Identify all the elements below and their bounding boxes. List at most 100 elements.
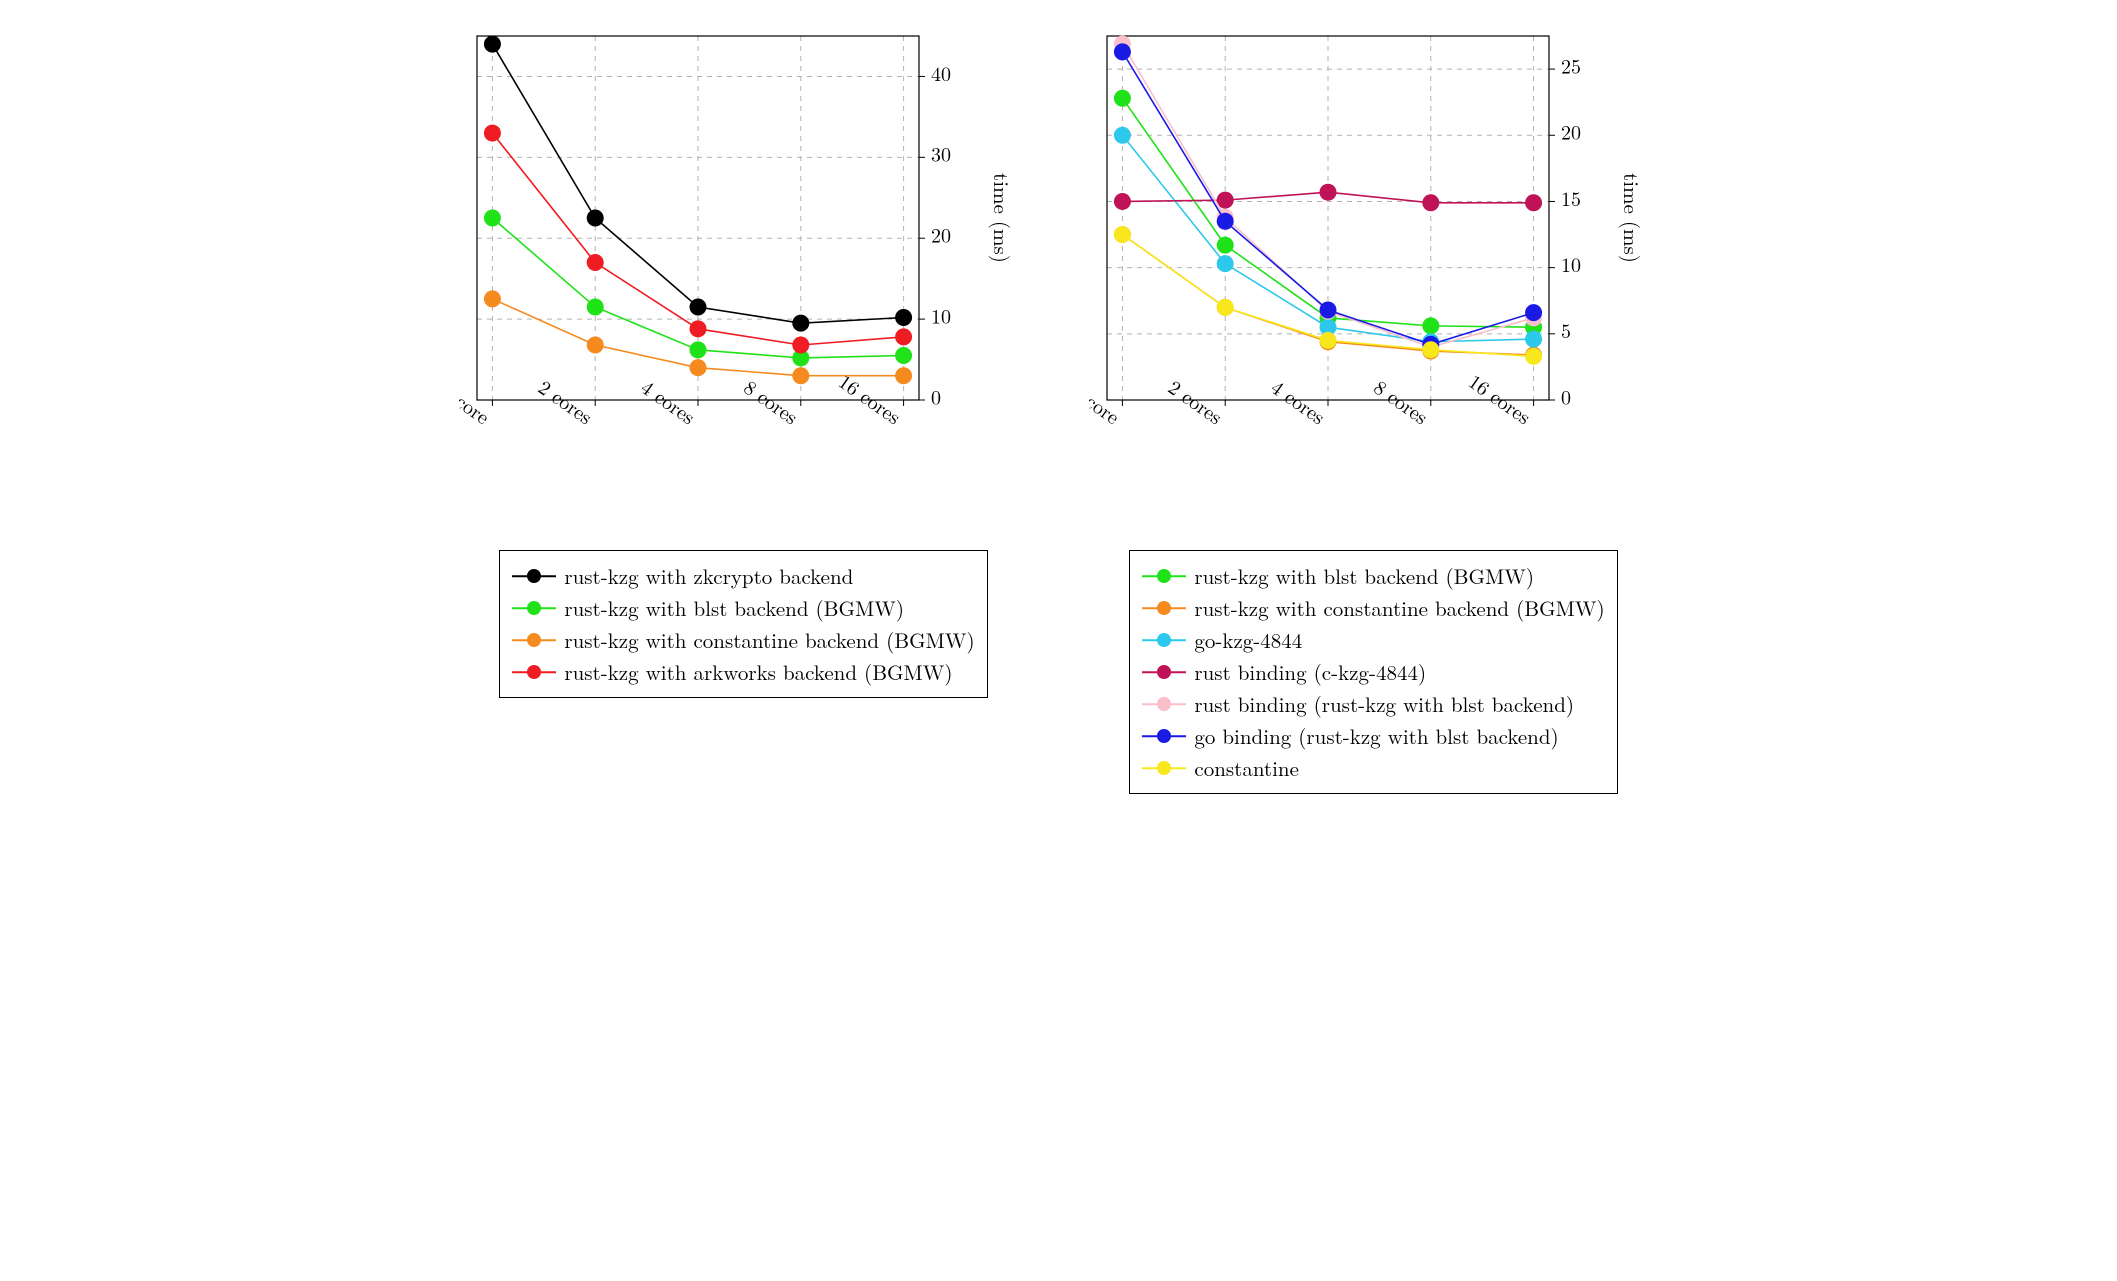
series-marker bbox=[792, 336, 809, 353]
legend-swatch bbox=[1142, 566, 1186, 586]
series-marker bbox=[1525, 194, 1542, 211]
xtick-label: 2 cores bbox=[533, 372, 599, 430]
xtick-label: 4 cores bbox=[636, 372, 702, 430]
ytick-label: 5 bbox=[1561, 315, 1571, 344]
series-marker bbox=[689, 298, 706, 315]
legend-label: rust-kzg with constantine backend (BGMW) bbox=[564, 625, 974, 655]
legend-swatch bbox=[1142, 694, 1186, 714]
legend-item: rust binding (c-kzg-4844) bbox=[1142, 657, 1604, 687]
legend-item: rust binding (rust-kzg with blst backend… bbox=[1142, 689, 1604, 719]
ytick-label: 25 bbox=[1561, 50, 1581, 79]
left-chart: 1 core2 cores4 cores8 cores16 cores01020… bbox=[459, 20, 1029, 490]
legend-swatch bbox=[1142, 662, 1186, 682]
series-marker bbox=[1525, 304, 1542, 321]
series-marker bbox=[1216, 255, 1233, 272]
series-marker bbox=[1216, 213, 1233, 230]
right-panel: 1 core 2 cores 4 cores 8 cores 16 cores 0 5 10 1… bbox=[1089, 20, 1659, 794]
ytick-label: 10 bbox=[1561, 249, 1581, 278]
legend-item: rust-kzg with arkworks backend (BGMW) bbox=[512, 657, 974, 687]
legend-swatch bbox=[1142, 758, 1186, 778]
series-marker bbox=[1113, 43, 1130, 60]
legend-swatch bbox=[512, 566, 556, 586]
series-marker bbox=[1422, 341, 1439, 358]
legend-label: rust-kzg with zkcrypto backend bbox=[564, 561, 853, 591]
series-marker bbox=[586, 210, 603, 227]
legend-label: rust-kzg with blst backend (BGMW) bbox=[1194, 561, 1534, 591]
series-marker bbox=[483, 290, 500, 307]
ytick-label: 0 bbox=[931, 381, 941, 410]
legend-item: rust-kzg with blst backend (BGMW) bbox=[1142, 561, 1604, 591]
legend-swatch bbox=[1142, 630, 1186, 650]
legend-label: rust binding (c-kzg-4844) bbox=[1194, 657, 1426, 687]
ytick-label: 10 bbox=[931, 300, 951, 329]
ytick-label: 0 bbox=[1561, 381, 1571, 410]
left-legend: rust-kzg with zkcrypto backend rust-kzg … bbox=[499, 550, 987, 698]
ylabel: time (ms) bbox=[1617, 173, 1647, 263]
right-chart: 1 core 2 cores 4 cores 8 cores 16 cores 0 5 10 1… bbox=[1089, 20, 1659, 490]
series-marker bbox=[1319, 332, 1336, 349]
series-marker bbox=[689, 359, 706, 376]
ytick-label: 40 bbox=[931, 58, 951, 87]
legend-swatch bbox=[512, 630, 556, 650]
legend-item: rust-kzg with constantine backend (BGMW) bbox=[1142, 593, 1604, 623]
xtick-label: 2 cores bbox=[1163, 372, 1229, 430]
series-marker bbox=[1319, 301, 1336, 318]
legend-label: rust-kzg with constantine backend (BGMW) bbox=[1194, 593, 1604, 623]
series-marker bbox=[1422, 194, 1439, 211]
series-marker bbox=[1113, 90, 1130, 107]
series-marker bbox=[1216, 237, 1233, 254]
xtick-label: 4 cores bbox=[1266, 372, 1332, 430]
xtick-label: 8 cores bbox=[1368, 372, 1434, 430]
legend-label: go-kzg-4844 bbox=[1194, 625, 1302, 655]
legend-label: constantine bbox=[1194, 753, 1299, 783]
legend-item: go-kzg-4844 bbox=[1142, 625, 1604, 655]
legend-item: rust-kzg with constantine backend (BGMW) bbox=[512, 625, 974, 655]
legend-swatch bbox=[512, 662, 556, 682]
legend-swatch bbox=[1142, 726, 1186, 746]
chart-svg: 1 core 2 cores 4 cores 8 cores 16 cores 0 5 10 1… bbox=[1089, 20, 1659, 490]
series-marker bbox=[1216, 299, 1233, 316]
legend-item: rust-kzg with zkcrypto backend bbox=[512, 561, 974, 591]
series-marker bbox=[689, 320, 706, 337]
legend-label: go binding (rust-kzg with blst backend) bbox=[1194, 721, 1558, 751]
series-marker bbox=[1113, 226, 1130, 243]
xtick-label: 16 cores bbox=[1463, 366, 1537, 430]
series-marker bbox=[895, 367, 912, 384]
series-marker bbox=[689, 341, 706, 358]
series-marker bbox=[1113, 193, 1130, 210]
series-marker bbox=[895, 347, 912, 364]
series-marker bbox=[1422, 317, 1439, 334]
chart-svg: 1 core2 cores4 cores8 cores16 cores01020… bbox=[459, 20, 1029, 490]
legend-item: rust-kzg with blst backend (BGMW) bbox=[512, 593, 974, 623]
ytick-label: 15 bbox=[1561, 183, 1581, 212]
series-marker bbox=[1319, 184, 1336, 201]
ylabel: time (ms) bbox=[987, 173, 1017, 263]
legend-label: rust-kzg with arkworks backend (BGMW) bbox=[564, 657, 952, 687]
series-marker bbox=[483, 210, 500, 227]
series-marker bbox=[483, 125, 500, 142]
ytick-label: 30 bbox=[931, 139, 951, 168]
series-marker bbox=[895, 328, 912, 345]
series-marker bbox=[586, 298, 603, 315]
series-marker bbox=[586, 336, 603, 353]
legend-swatch bbox=[1142, 598, 1186, 618]
series-marker bbox=[1525, 348, 1542, 365]
series-marker bbox=[586, 254, 603, 271]
ytick-label: 20 bbox=[1561, 117, 1581, 146]
series-marker bbox=[792, 367, 809, 384]
series-marker bbox=[895, 309, 912, 326]
legend-label: rust-kzg with blst backend (BGMW) bbox=[564, 593, 904, 623]
xtick-label: 1 core bbox=[1089, 376, 1127, 430]
xtick-label: 1 core bbox=[459, 376, 497, 430]
legend-item: constantine bbox=[1142, 753, 1604, 783]
series-marker bbox=[1113, 127, 1130, 144]
right-legend: rust-kzg with blst backend (BGMW) rust-k… bbox=[1129, 550, 1617, 794]
series-marker bbox=[1525, 331, 1542, 348]
ytick-label: 20 bbox=[931, 220, 951, 249]
legend-swatch bbox=[512, 598, 556, 618]
series-marker bbox=[483, 36, 500, 53]
series-marker bbox=[792, 315, 809, 332]
left-panel: 1 core2 cores4 cores8 cores16 cores01020… bbox=[459, 20, 1029, 698]
legend-item: go binding (rust-kzg with blst backend) bbox=[1142, 721, 1604, 751]
legend-label: rust binding (rust-kzg with blst backend… bbox=[1194, 689, 1574, 719]
